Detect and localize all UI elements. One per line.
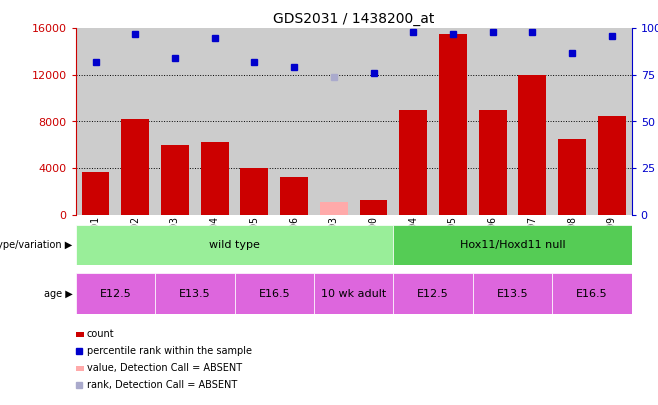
Bar [473, 28, 513, 215]
Text: E16.5: E16.5 [576, 289, 608, 298]
Text: count: count [87, 329, 114, 339]
Bar [195, 28, 234, 215]
Bar [473, 273, 552, 314]
Text: Hox11/Hoxd11 null: Hox11/Hoxd11 null [460, 240, 565, 250]
Bar [513, 28, 552, 215]
Bar [234, 28, 274, 215]
Bar [393, 28, 433, 215]
Bar [240, 168, 268, 215]
Text: E12.5: E12.5 [417, 289, 449, 298]
Text: E16.5: E16.5 [259, 289, 290, 298]
Text: rank, Detection Call = ABSENT: rank, Detection Call = ABSENT [87, 380, 237, 390]
Bar [161, 145, 189, 215]
Title: GDS2031 / 1438200_at: GDS2031 / 1438200_at [273, 12, 434, 26]
Bar [598, 116, 626, 215]
Bar [76, 273, 155, 314]
Bar [314, 28, 354, 215]
Text: E13.5: E13.5 [497, 289, 528, 298]
Bar [393, 273, 473, 314]
Bar [82, 172, 109, 215]
Text: genotype/variation ▶: genotype/variation ▶ [0, 240, 72, 250]
Text: value, Detection Call = ABSENT: value, Detection Call = ABSENT [87, 363, 242, 373]
Bar [519, 75, 546, 215]
Bar [360, 200, 388, 215]
Text: wild type: wild type [209, 240, 260, 250]
Bar [314, 273, 393, 314]
Bar [121, 119, 149, 215]
Bar [552, 273, 632, 314]
Bar [76, 28, 115, 215]
Bar [592, 28, 632, 215]
Bar [479, 110, 507, 215]
Bar [280, 177, 308, 215]
Text: percentile rank within the sample: percentile rank within the sample [87, 346, 252, 356]
Bar [354, 28, 393, 215]
Bar [155, 28, 195, 215]
Bar [76, 225, 393, 265]
Text: E13.5: E13.5 [179, 289, 211, 298]
Bar [274, 28, 314, 215]
Bar [155, 273, 234, 314]
Text: age ▶: age ▶ [43, 289, 72, 298]
Bar [439, 34, 467, 215]
Text: 10 wk adult: 10 wk adult [321, 289, 386, 298]
Bar [393, 225, 632, 265]
Text: E12.5: E12.5 [99, 289, 131, 298]
Bar [399, 110, 427, 215]
Bar [558, 139, 586, 215]
Bar [433, 28, 473, 215]
Bar [552, 28, 592, 215]
Bar [234, 273, 314, 314]
Bar [201, 143, 228, 215]
Bar [320, 202, 347, 215]
Bar [115, 28, 155, 215]
